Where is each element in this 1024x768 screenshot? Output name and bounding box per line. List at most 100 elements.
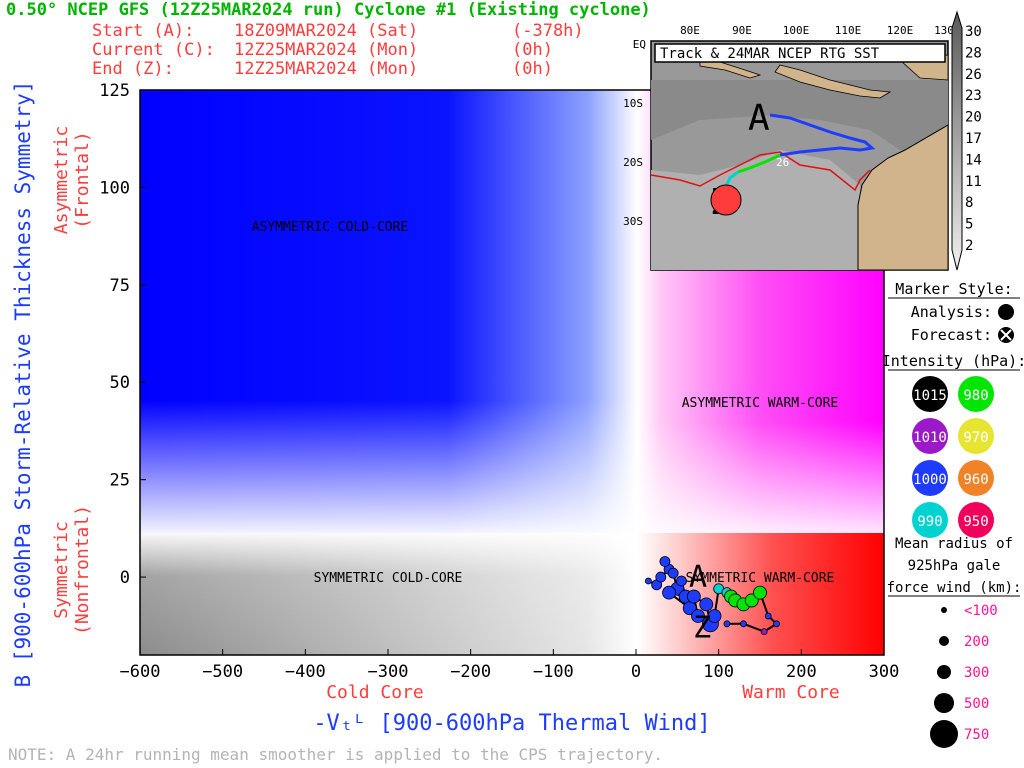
trajectory-start-letter: A — [689, 560, 707, 595]
trajectory-point — [676, 575, 687, 587]
radius-label: 300 — [964, 665, 989, 681]
y-axis: 0 25 50 75 100 125 — [99, 81, 146, 588]
colorbar-label: 14 — [965, 152, 982, 168]
colorbar-label: 20 — [965, 110, 982, 126]
intensity-label: 960 — [963, 472, 988, 488]
y-bottom-label-2: (Nonfrontal) — [72, 505, 93, 635]
intensity-label: 1015 — [913, 388, 947, 404]
inset-start-letter: A — [748, 98, 770, 139]
marker-style-title: Marker Style: — [895, 280, 1012, 298]
intensity-label: 1000 — [913, 472, 947, 488]
y-tick-label: 0 — [120, 568, 130, 588]
y-top-label-2: (Frontal) — [72, 131, 93, 229]
radius-legend: <100 200 300 500 750 — [930, 603, 998, 748]
colorbar-label: 5 — [965, 217, 973, 233]
indonesia-land — [774, 64, 892, 99]
radius-swatch — [930, 720, 958, 748]
radius-label: 750 — [964, 727, 989, 743]
inset-lat-label: 20S — [623, 156, 643, 169]
current-label: Current (C): — [92, 40, 215, 60]
x-left-label: Cold Core — [326, 682, 424, 703]
chart-title: 0.50° NCEP GFS (12Z25MAR2024 run) Cyclon… — [6, 0, 651, 20]
current-offset: (0h) — [512, 40, 553, 60]
trajectory-point — [667, 567, 679, 579]
sst-26-label: 26 — [776, 156, 789, 169]
intensity-swatch — [958, 460, 994, 496]
inset-lat-label: EQ — [633, 38, 646, 51]
trajectory-point — [686, 589, 701, 604]
x-tick-label: 200 — [786, 662, 817, 682]
trajectory-point — [659, 556, 671, 567]
x-right-label: Warm Core — [742, 682, 840, 703]
trajectory-end-letter: Z — [693, 611, 711, 646]
y-tick-label: 25 — [110, 471, 130, 491]
trajectory-point — [655, 571, 667, 583]
x-tick-label: −600 — [120, 662, 161, 682]
intensity-title: Intensity (hPa): — [882, 352, 1024, 370]
trajectory: AZ — [645, 556, 780, 646]
current-position-marker — [710, 184, 742, 216]
y-bottom-label-1: Symmetric — [51, 521, 72, 619]
inset-lon-label: 90E — [732, 24, 752, 37]
radius-title-2: 925hPa gale — [908, 558, 1001, 574]
intensity-label: 990 — [917, 514, 942, 530]
end-label: End (Z): — [92, 59, 174, 79]
x-tick-label: −500 — [202, 662, 243, 682]
end-offset: (0h) — [512, 59, 553, 79]
x-tick-label: −100 — [533, 662, 574, 682]
inset-lon-label: 110E — [835, 24, 862, 37]
start-label: Start (A): — [92, 21, 194, 41]
intensity-swatch — [958, 376, 994, 412]
x-tick-label: −400 — [285, 662, 326, 682]
end-value: 12Z25MAR2024 (Mon) — [234, 59, 418, 79]
colorbar-label: 2 — [965, 238, 973, 254]
y-top-label-1: Asymmetric — [51, 126, 72, 234]
inset-lon-label: 100E — [783, 24, 810, 37]
trajectory-point — [740, 620, 747, 628]
intensity-label: 1010 — [913, 430, 947, 446]
storm-track — [769, 113, 876, 157]
smoother-note: NOTE: A 24hr running mean smoother is ap… — [8, 745, 663, 764]
y-axis-title: B [900-600hPa Storm-Relative Thickness S… — [11, 81, 35, 688]
label-asym-cold: ASYMMETRIC COLD-CORE — [252, 220, 409, 235]
colorbar-label: 8 — [965, 195, 973, 211]
x-axis: −600 −500 −400 −300 −200 −100 0 100 200 300 — [120, 649, 900, 682]
legend: Marker Style: Analysis: Forecast: Intens… — [882, 280, 1024, 748]
start-value: 18Z09MAR2024 (Sat) — [234, 21, 418, 41]
analysis-marker — [998, 304, 1014, 320]
x-tick-label: 300 — [869, 662, 900, 682]
trajectory-point — [691, 609, 705, 623]
intensity-swatch — [958, 502, 994, 538]
current-value: 12Z25MAR2024 (Mon) — [234, 40, 418, 60]
intensity-label: 970 — [963, 430, 988, 446]
trajectory-point — [773, 620, 780, 628]
trajectory-point — [699, 597, 714, 612]
x-tick-label: −300 — [368, 662, 409, 682]
start-offset: (-378h) — [512, 21, 584, 41]
trajectory-point — [645, 577, 652, 585]
forecast-marker — [998, 327, 1014, 343]
trajectory-point — [753, 585, 767, 600]
radius-swatch — [939, 636, 949, 646]
radius-swatch — [941, 607, 947, 613]
inset-map: 26 A Z Track & 24MAR NCEP RTG SST 80E90E… — [623, 24, 954, 271]
x-tick-label: −200 — [450, 662, 491, 682]
intensity-label: 980 — [963, 388, 988, 404]
radius-label: <100 — [964, 603, 998, 619]
inset-lon-label: 130 — [934, 24, 954, 37]
inset-lon-labels: 80E 90E 100E 110E 120E 130 — [680, 24, 954, 37]
australia-land — [857, 124, 949, 271]
trajectory-point — [662, 585, 676, 600]
trajectory-point — [707, 609, 722, 623]
label-sym-warm: SYMMETRIC WARM-CORE — [686, 571, 835, 586]
radius-swatch — [934, 693, 954, 713]
x-axis-title: -Vₜᴸ [900-600hPa Thermal Wind] — [313, 711, 710, 736]
inset-title: Track & 24MAR NCEP RTG SST — [660, 46, 880, 62]
intensity-swatch — [958, 418, 994, 454]
label-sym-cold: SYMMETRIC COLD-CORE — [314, 571, 463, 586]
trajectory-point — [760, 628, 768, 636]
sst-26-contour — [650, 151, 871, 192]
colorbar-label: 30 — [965, 24, 982, 40]
forecast-label: Forecast: — [911, 326, 992, 344]
